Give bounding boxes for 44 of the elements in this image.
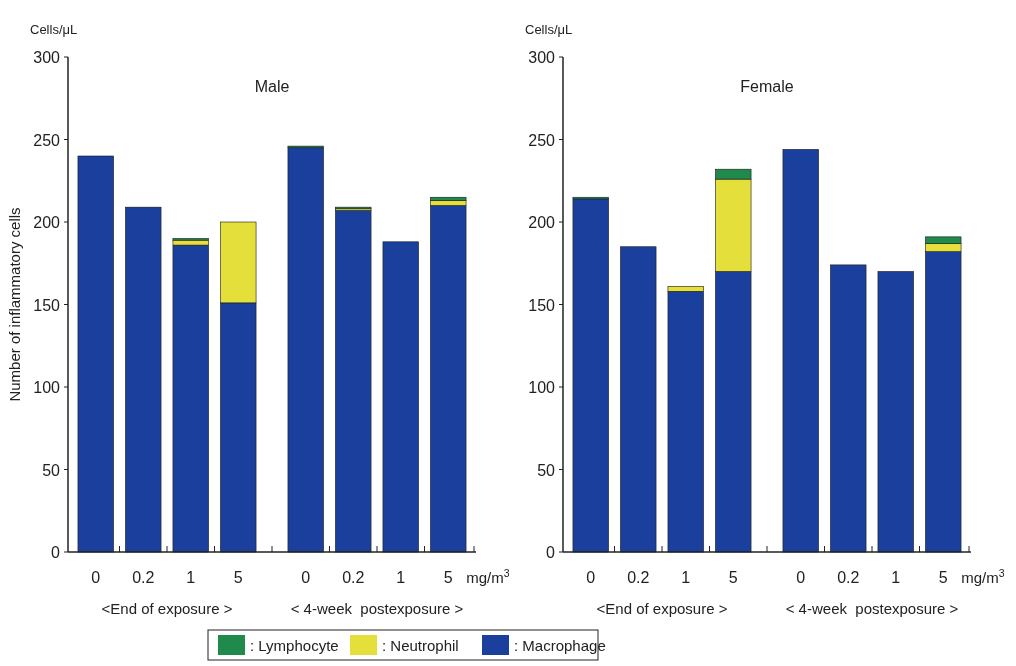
text: < 4-week postexposure > (785, 600, 959, 617)
x-tick-label: 5 (728, 569, 738, 586)
y-tick-label: 0 (51, 544, 61, 561)
y-tick-label: 150 (528, 296, 556, 314)
legend-label: : Lymphocyte (250, 637, 339, 654)
y-tick-label: 50 (42, 461, 61, 479)
y-tick-label: 200 (528, 214, 556, 231)
x-tick-label: 0 (301, 569, 311, 586)
y-tick-label: 250 (33, 131, 61, 149)
x-tick-label: 1 (891, 569, 901, 586)
y-tick-label: 150 (33, 296, 61, 314)
text: Cells/μL (525, 22, 573, 37)
y-axis-title: Number of inflammatory cells (6, 207, 23, 402)
x-tick-label: 0 (586, 569, 596, 586)
text: Male (254, 78, 290, 95)
legend-label: : Macrophage (514, 637, 606, 654)
y-tick-label: 250 (528, 131, 556, 149)
x-tick-label: 0 (91, 569, 101, 586)
y-tick-label: 200 (33, 214, 61, 231)
x-axis-title: mg/m$^{3}$ (961, 567, 1005, 586)
x-tick-label: 5 (443, 569, 453, 586)
y-tick-label: 50 (537, 461, 556, 479)
x-tick-label: 1 (186, 569, 196, 586)
text: Female (740, 78, 794, 95)
legend-label: : Neutrophil (382, 637, 459, 654)
x-tick-label: 1 (681, 569, 691, 586)
y-tick-label: 100 (33, 379, 61, 396)
x-tick-label: 1 (396, 569, 406, 586)
x-tick-label: 0 (796, 569, 806, 586)
text: < 4-week postexposure > (290, 600, 464, 617)
text: <End of exposure > (101, 600, 233, 617)
x-tick-label: 0.2 (837, 569, 860, 586)
text: Cells/μL (30, 22, 78, 37)
y-tick-label: 100 (528, 379, 556, 396)
x-tick-label: 0.2 (342, 569, 365, 586)
x-tick-label: 5 (938, 569, 948, 586)
x-tick-label: 0.2 (627, 569, 650, 586)
x-tick-label: 0.2 (132, 569, 155, 586)
x-tick-label: 5 (233, 569, 243, 586)
x-axis-title: mg/m$^{3}$ (466, 567, 510, 586)
text: <End of exposure > (596, 600, 728, 617)
y-tick-label: 300 (528, 49, 556, 66)
y-tick-label: 300 (33, 49, 61, 66)
y-tick-label: 0 (546, 544, 556, 561)
